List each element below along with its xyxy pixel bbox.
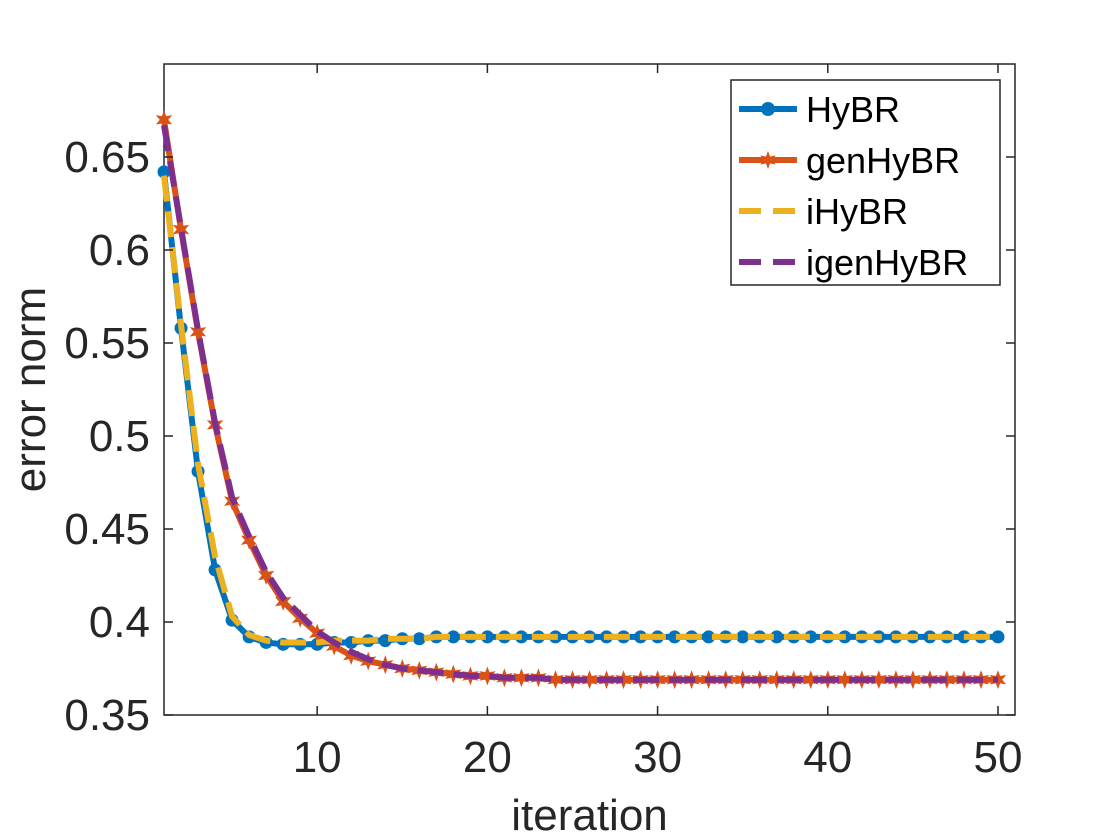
legend-marker	[761, 102, 775, 116]
legend-item-iHyBR: iHyBR	[739, 191, 908, 232]
legend-box	[730, 79, 1001, 286]
y-tick-label: 0.55	[64, 319, 150, 368]
x-tick-label: 10	[293, 733, 342, 782]
series-line-iHyBR	[161, 175, 998, 646]
series-layer	[155, 110, 1007, 690]
legend-item-genHyBR: genHyBR	[739, 140, 960, 181]
data-point	[412, 632, 426, 646]
data-point	[513, 668, 530, 688]
series-igenHyBR	[161, 124, 998, 683]
data-point	[836, 670, 853, 690]
x-tick-label: 20	[463, 733, 512, 782]
data-point	[240, 530, 258, 550]
legend-marker	[760, 151, 776, 169]
y-axis-label: error norm	[6, 287, 55, 492]
data-point	[445, 664, 462, 684]
tick-layer	[164, 64, 1015, 716]
y-tick-label: 0.65	[64, 133, 150, 182]
data-point	[343, 646, 360, 665]
y-tick-label: 0.4	[89, 598, 150, 647]
data-point	[479, 666, 496, 686]
x-axis-label: iteration	[511, 791, 668, 840]
data-point	[991, 630, 1005, 644]
y-tick-label: 0.6	[89, 226, 150, 275]
y-tick-label: 0.5	[89, 412, 150, 461]
x-tick-label: 30	[633, 733, 682, 782]
y-tick-label: 0.45	[64, 505, 150, 554]
data-point	[870, 670, 888, 690]
legend-label: iHyBR	[806, 191, 908, 232]
x-tick-label: 40	[803, 733, 852, 782]
data-point	[904, 670, 922, 690]
data-point	[736, 630, 750, 644]
y-tick-label: 0.35	[64, 691, 150, 740]
data-point	[257, 566, 275, 585]
data-point	[581, 670, 598, 690]
data-point	[768, 670, 785, 690]
data-point	[547, 670, 564, 690]
series-line-igenHyBR	[161, 124, 998, 683]
data-point	[615, 670, 632, 690]
legend-label: genHyBR	[806, 140, 960, 181]
x-tick-label: 50	[974, 733, 1023, 782]
legend-label: igenHyBR	[806, 242, 968, 283]
legend: HyBR genHyBR iHyBR igenHyBR	[730, 79, 1001, 286]
legend-item-igenHyBR: igenHyBR	[739, 242, 968, 283]
legend-label: HyBR	[806, 89, 900, 130]
series-iHyBR	[161, 175, 998, 646]
legend-item-HyBR: HyBR	[739, 89, 900, 130]
data-point	[802, 670, 819, 690]
